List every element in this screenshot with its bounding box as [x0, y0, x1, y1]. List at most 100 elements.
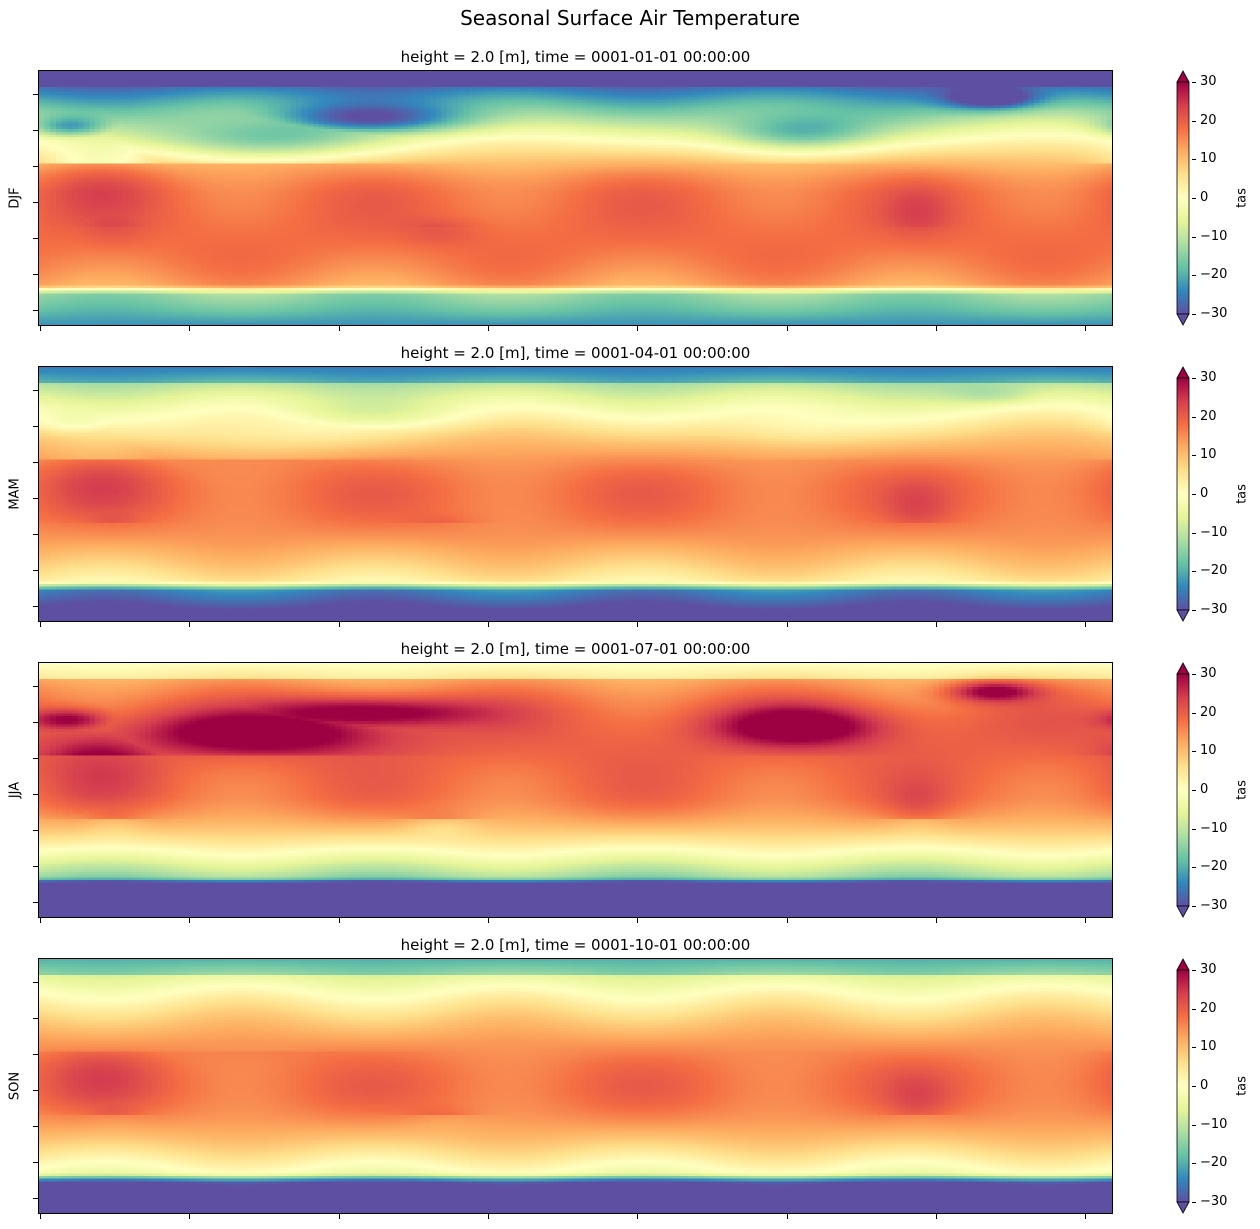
colorbar-tick-label: 0 — [1200, 191, 1208, 205]
colorbar-tick-label: −30 — [1200, 1195, 1227, 1209]
colorbar-tick-label: 30 — [1200, 667, 1217, 681]
x-tick — [936, 1214, 937, 1219]
x-tick — [637, 622, 638, 627]
colorbar — [1176, 366, 1192, 622]
x-tick — [787, 1214, 788, 1219]
x-tick — [1085, 918, 1086, 923]
colorbar-tick-label: 30 — [1200, 371, 1217, 385]
colorbar-tick-label: 10 — [1200, 1040, 1217, 1054]
x-tick — [936, 326, 937, 331]
colorbar-tick-label: −20 — [1200, 564, 1227, 578]
colorbar-extend-max — [1177, 71, 1189, 82]
y-axis-label-text: SON — [8, 1072, 23, 1100]
y-axis-label: MAM — [2, 366, 28, 622]
x-tick — [637, 1214, 638, 1219]
colorbar-tick-label: 10 — [1200, 448, 1217, 462]
colorbar-label-text: tas — [1235, 780, 1250, 800]
colorbar-extend-max — [1177, 959, 1189, 970]
colorbar-extend-min — [1177, 610, 1189, 621]
x-tick — [787, 918, 788, 923]
colorbar-tick-label: 30 — [1200, 963, 1217, 977]
x-tick — [936, 918, 937, 923]
x-tick — [189, 622, 190, 627]
colorbar-label: tas — [1230, 70, 1254, 326]
panel-title: height = 2.0 [m], time = 0001-07-01 00:0… — [38, 640, 1113, 658]
colorbar-tick-label: 20 — [1200, 706, 1217, 720]
colorbar-tick-label: 20 — [1200, 1002, 1217, 1016]
x-tick — [339, 918, 340, 923]
colorbar-tick-label: −30 — [1200, 899, 1227, 913]
heatmap-plot — [38, 958, 1113, 1214]
colorbar-gradient — [1176, 366, 1192, 622]
colorbar-gradient — [1176, 70, 1192, 326]
temperature-field — [39, 367, 1112, 621]
x-tick — [637, 918, 638, 923]
y-axis-label-text: JJA — [8, 782, 23, 798]
x-tick — [339, 1214, 340, 1219]
colorbar-gradient — [1176, 662, 1192, 918]
x-tick — [339, 622, 340, 627]
heatmap-plot — [38, 366, 1113, 622]
y-axis-label-text: DJF — [8, 187, 23, 208]
colorbar-tick-label: −30 — [1200, 603, 1227, 617]
panel-title: height = 2.0 [m], time = 0001-10-01 00:0… — [38, 936, 1113, 954]
colorbar-tick-label: −10 — [1200, 526, 1227, 540]
x-tick — [40, 1214, 41, 1219]
x-tick — [936, 622, 937, 627]
y-axis-label: JJA — [2, 662, 28, 918]
colorbar-label: tas — [1230, 366, 1254, 622]
x-tick — [637, 326, 638, 331]
colorbar-tick-label: 30 — [1200, 75, 1217, 89]
x-tick — [787, 326, 788, 331]
colorbar — [1176, 70, 1192, 326]
x-tick — [189, 326, 190, 331]
colorbar-extend-min — [1177, 314, 1189, 325]
x-tick — [1085, 326, 1086, 331]
heatmap-plot — [38, 662, 1113, 918]
colorbar-gradient — [1176, 958, 1192, 1214]
colorbar-tick-label: 0 — [1200, 1079, 1208, 1093]
colorbar — [1176, 958, 1192, 1214]
colorbar-tick-label: 20 — [1200, 114, 1217, 128]
x-tick — [189, 918, 190, 923]
colorbar-tick-label: −30 — [1200, 307, 1227, 321]
y-axis-label: DJF — [2, 70, 28, 326]
temperature-field — [39, 71, 1112, 325]
colorbar-tick-label: 10 — [1200, 152, 1217, 166]
colorbar-label: tas — [1230, 958, 1254, 1214]
colorbar-tick-label: −20 — [1200, 860, 1227, 874]
heatmap-plot — [38, 70, 1113, 326]
colorbar-tick-label: −10 — [1200, 822, 1227, 836]
y-axis-label: SON — [2, 958, 28, 1214]
x-tick — [1085, 1214, 1086, 1219]
colorbar — [1176, 662, 1192, 918]
x-tick — [40, 326, 41, 331]
x-tick — [1085, 622, 1086, 627]
figure-title: Seasonal Surface Air Temperature — [0, 6, 1260, 30]
y-axis-label-text: MAM — [8, 478, 23, 509]
x-tick — [189, 1214, 190, 1219]
x-tick — [40, 918, 41, 923]
x-tick — [339, 326, 340, 331]
colorbar-tick-label: −20 — [1200, 1156, 1227, 1170]
x-tick — [40, 622, 41, 627]
temperature-field — [39, 959, 1112, 1213]
colorbar-tick-label: −10 — [1200, 230, 1227, 244]
temperature-field — [39, 663, 1112, 917]
colorbar-label-text: tas — [1235, 188, 1250, 208]
colorbar-tick-label: 0 — [1200, 783, 1208, 797]
x-tick — [488, 622, 489, 627]
colorbar-tick-label: −20 — [1200, 268, 1227, 282]
panel-title: height = 2.0 [m], time = 0001-01-01 00:0… — [38, 48, 1113, 66]
colorbar-tick-label: 0 — [1200, 487, 1208, 501]
colorbar-extend-min — [1177, 1202, 1189, 1213]
colorbar-label-text: tas — [1235, 484, 1250, 504]
colorbar-tick-label: 10 — [1200, 744, 1217, 758]
colorbar-label: tas — [1230, 662, 1254, 918]
colorbar-tick-label: 20 — [1200, 410, 1217, 424]
x-tick — [787, 622, 788, 627]
colorbar-tick-label: −10 — [1200, 1118, 1227, 1132]
x-tick — [488, 1214, 489, 1219]
colorbar-label-text: tas — [1235, 1076, 1250, 1096]
colorbar-extend-min — [1177, 906, 1189, 917]
